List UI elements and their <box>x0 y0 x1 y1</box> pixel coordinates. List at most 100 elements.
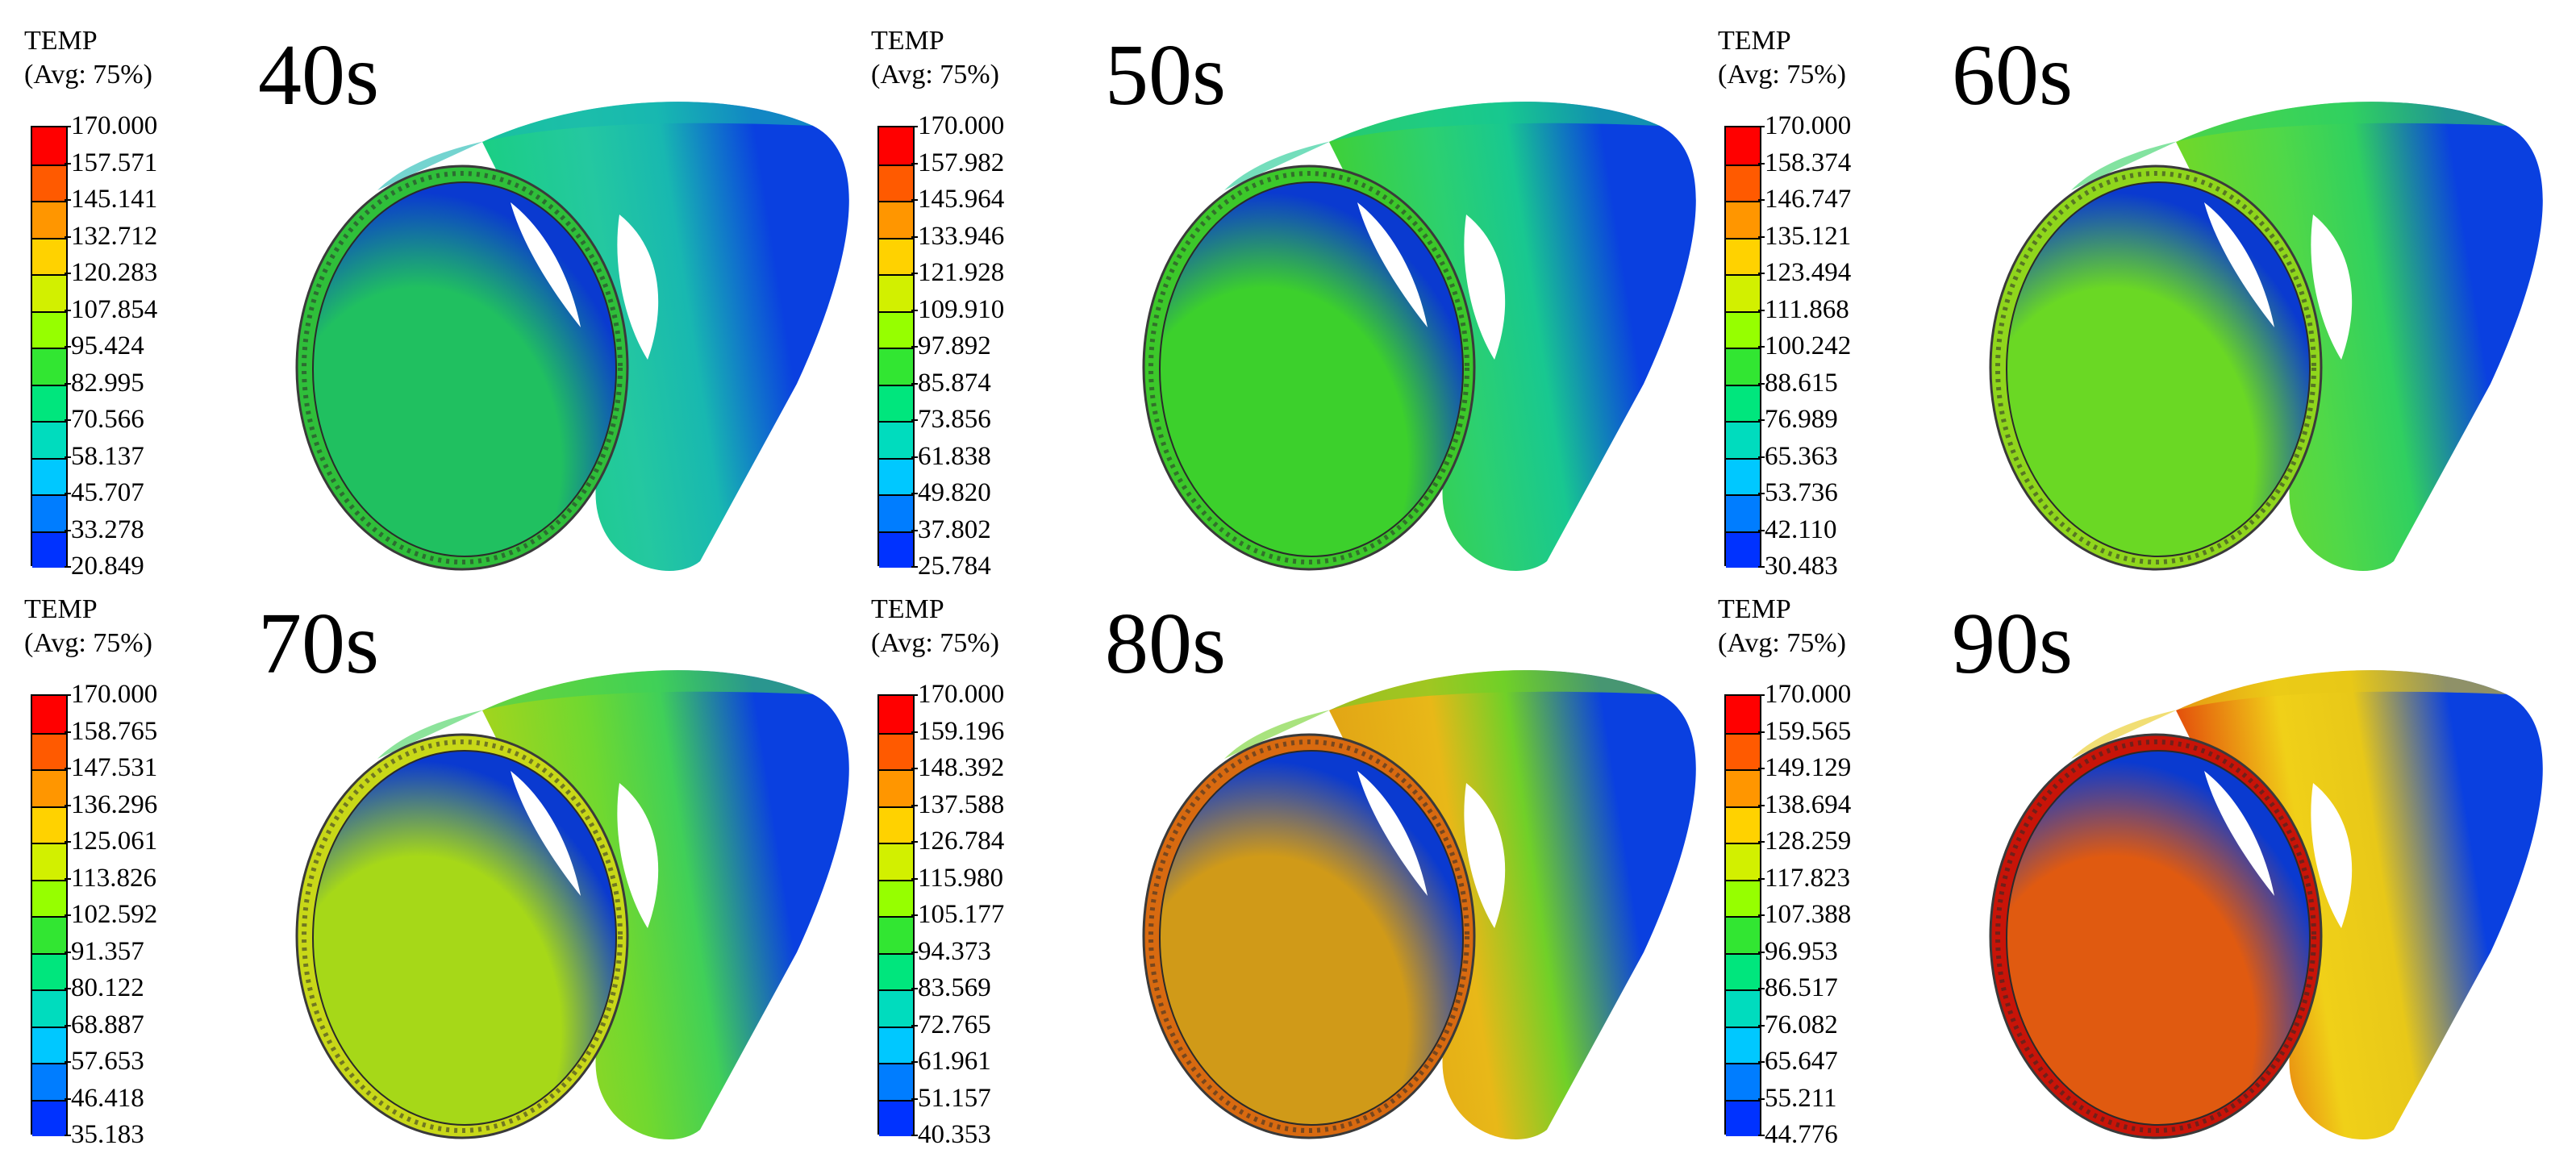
scale-tick-label: 107.854 <box>64 294 158 324</box>
scale-tick-label: 68.887 <box>65 1010 144 1039</box>
scale-tick-label: 113.826 <box>64 863 157 893</box>
color-scale-segment <box>32 806 66 843</box>
scale-tick-label: 170.000 <box>911 111 1005 140</box>
time-label: 50s <box>1105 27 1227 123</box>
legend-title: TEMP <box>24 594 98 624</box>
scale-tick-label: 107.388 <box>1757 900 1852 929</box>
scale-tick-label: 65.647 <box>1758 1047 1838 1076</box>
color-scale-segment <box>879 1026 913 1063</box>
scale-tick-label: 157.982 <box>911 148 1005 177</box>
color-scale-segment <box>32 1026 66 1063</box>
scale-tick-label: 72.765 <box>911 1010 991 1039</box>
panel-70s: TEMP (Avg: 75%) 70s 170.000 158.765 147.531 13… <box>24 593 863 1149</box>
scale-tick-label: 53.736 <box>1758 478 1838 507</box>
scale-tick-label: 117.823 <box>1757 863 1851 893</box>
far-opening <box>1464 783 1506 928</box>
tube-top-edge <box>1224 102 1660 190</box>
color-scale-segment <box>32 989 66 1027</box>
color-scale-bar <box>31 694 68 1136</box>
color-scale-segment <box>879 989 913 1027</box>
scale-tick-label: 111.868 <box>1758 294 1849 324</box>
time-label: 60s <box>1952 27 2074 123</box>
rim-cells <box>302 171 623 564</box>
panel-40s: TEMP (Avg: 75%) 40s 170.000 157.571 145.141 13… <box>24 24 863 581</box>
color-scale-segment <box>32 879 66 916</box>
color-scale-segment <box>32 127 66 165</box>
scale-tick-label: 40.353 <box>911 1120 991 1149</box>
color-scale-segment <box>32 421 66 458</box>
tube-top-edge <box>1224 670 1660 759</box>
color-scale-segment <box>32 843 66 880</box>
inner-opening <box>2204 202 2274 327</box>
scale-tick-label: 145.141 <box>64 185 158 214</box>
cylinder-tube <box>1989 102 2543 571</box>
color-scale-segment <box>879 127 913 165</box>
scale-tick-label: 73.856 <box>911 405 991 434</box>
scale-tick-label: 128.259 <box>1757 827 1852 856</box>
scale-tick-label: 170.000 <box>911 680 1005 709</box>
scale-tick-label: 148.392 <box>911 753 1005 782</box>
color-scale-segment <box>1726 421 1760 458</box>
scale-tick-label: 25.784 <box>911 552 991 581</box>
scale-tick-label: 65.363 <box>1758 441 1838 471</box>
color-scale-segment <box>879 421 913 458</box>
color-scale-segment <box>32 384 66 421</box>
color-scale-segment <box>32 1063 66 1100</box>
legend-title: TEMP <box>1718 594 1791 624</box>
scale-tick-label: 115.980 <box>911 863 1004 893</box>
cylinder-tube <box>295 670 849 1139</box>
far-opening <box>617 783 659 928</box>
color-scale-segment <box>1726 1099 1760 1136</box>
color-scale-segment <box>32 201 66 238</box>
cylinder-tube <box>1142 102 1696 571</box>
color-scale-segment <box>1726 732 1760 769</box>
color-scale-segment <box>1726 916 1760 953</box>
legend-title: TEMP <box>871 26 944 56</box>
color-scale-segment <box>32 237 66 274</box>
color-scale-segment <box>879 769 913 806</box>
color-scale-segment <box>1726 348 1760 385</box>
scale-tick-label: 91.357 <box>65 936 144 966</box>
legend-subtitle: (Avg: 75%) <box>871 628 999 658</box>
scale-tick-label: 157.571 <box>64 148 158 177</box>
color-scale-segment <box>879 274 913 311</box>
scale-tick-label: 159.565 <box>1757 716 1852 746</box>
scale-tick-label: 120.283 <box>64 258 158 287</box>
scale-tick-label: 123.494 <box>1757 258 1852 287</box>
tube-top-edge <box>377 670 813 759</box>
color-scale-segment <box>1726 806 1760 843</box>
time-label: 80s <box>1105 596 1227 692</box>
time-label: 70s <box>258 596 380 692</box>
scale-tick-label: 94.373 <box>911 936 991 966</box>
color-scale-segment <box>1726 310 1760 348</box>
panel-80s: TEMP (Avg: 75%) 80s 170.000 159.196 148.392 13… <box>871 593 1710 1149</box>
color-scale-segment <box>879 348 913 385</box>
scale-tick-label: 51.157 <box>911 1083 991 1113</box>
color-scale-bar <box>1724 126 1761 568</box>
scale-tick-label: 147.531 <box>64 753 158 782</box>
color-scale-segment <box>1726 989 1760 1027</box>
scale-tick-label: 159.196 <box>911 716 1005 746</box>
color-scale-segment <box>879 164 913 201</box>
scale-tick-label: 61.838 <box>911 441 991 471</box>
scale-tick-label: 35.183 <box>65 1120 144 1149</box>
scale-tick-label: 135.121 <box>1757 221 1852 251</box>
color-scale-segment <box>1726 457 1760 494</box>
legend-subtitle: (Avg: 75%) <box>1718 60 1846 90</box>
color-scale-segment <box>1726 237 1760 274</box>
scale-tick-label: 80.122 <box>65 973 144 1002</box>
color-scale-segment <box>879 732 913 769</box>
color-scale-segment <box>1726 769 1760 806</box>
scale-tick-label: 70.566 <box>65 405 144 434</box>
scale-tick-label: 96.953 <box>1758 936 1838 966</box>
scale-tick-label: 44.776 <box>1758 1120 1838 1149</box>
scale-tick-label: 97.892 <box>911 331 991 360</box>
far-opening <box>617 214 659 360</box>
scale-tick-label: 145.964 <box>911 185 1005 214</box>
color-scale-segment <box>1726 952 1760 989</box>
color-scale-segment <box>32 274 66 311</box>
color-scale-segment <box>879 879 913 916</box>
color-scale-segment <box>879 843 913 880</box>
tube-inner-surface <box>1159 181 1464 557</box>
scale-tick-label: 158.374 <box>1757 148 1852 177</box>
